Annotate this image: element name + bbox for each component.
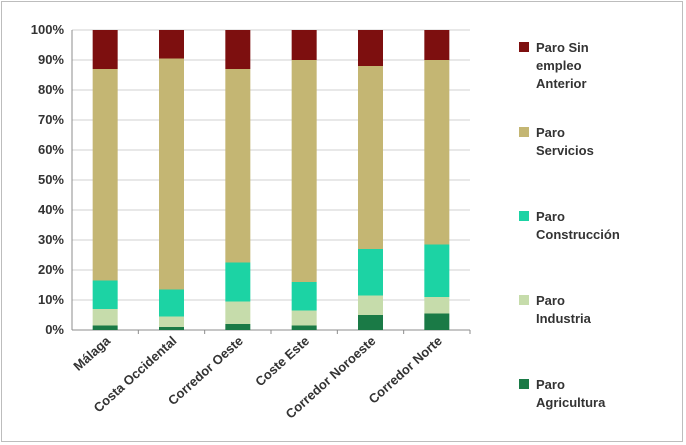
bar-segment: [225, 324, 251, 330]
legend-swatch: [519, 211, 529, 221]
legend-label: Servicios: [536, 143, 594, 158]
bar-segment: [225, 262, 251, 302]
legend-swatch: [519, 127, 529, 137]
bar-segment: [424, 60, 450, 245]
bar-segment: [291, 282, 317, 311]
bar-segment: [358, 30, 383, 66]
y-tick-label: 50%: [38, 172, 64, 187]
legend-swatch: [519, 42, 529, 52]
y-tick-label: 90%: [38, 52, 64, 67]
y-tick-label: 80%: [38, 82, 64, 97]
legend-label: Paro: [536, 125, 565, 140]
bar-segment: [358, 249, 383, 296]
bar-segment: [291, 30, 317, 60]
legend-label: empleo: [536, 58, 582, 73]
bar-segment: [159, 316, 184, 327]
y-tick-label: 10%: [38, 292, 64, 307]
bar-segment: [424, 30, 450, 60]
bar-segment: [424, 313, 450, 330]
y-tick-label: 20%: [38, 262, 64, 277]
bar-segment: [159, 30, 184, 59]
bar-segment: [92, 309, 118, 326]
y-tick-label: 30%: [38, 232, 64, 247]
bar-segment: [424, 297, 450, 314]
legend-swatch: [519, 295, 529, 305]
bar-segment: [225, 30, 251, 69]
legend-label: Agricultura: [536, 395, 606, 410]
bar-segment: [159, 58, 184, 290]
bar-segment: [225, 69, 251, 263]
y-tick-label: 0%: [45, 322, 64, 337]
bar-segment: [358, 295, 383, 315]
y-tick-label: 100%: [31, 22, 65, 37]
bar-segment: [92, 69, 118, 281]
legend-label: Paro: [536, 209, 565, 224]
y-tick-label: 40%: [38, 202, 64, 217]
bar-segment: [159, 289, 184, 317]
y-tick-label: 60%: [38, 142, 64, 157]
legend-label: Paro Sin: [536, 40, 589, 55]
bar-segment: [291, 310, 317, 326]
y-tick-label: 70%: [38, 112, 64, 127]
legend-label: Construcción: [536, 227, 620, 242]
bar-segment: [225, 301, 251, 324]
bar-segment: [291, 325, 317, 330]
legend-label: Industria: [536, 311, 592, 326]
bar-segment: [92, 30, 118, 69]
bar-segment: [92, 280, 118, 309]
bar-segment: [92, 325, 118, 330]
x-category-label: Málaga: [70, 333, 113, 374]
bar-segment: [291, 60, 317, 282]
legend-label: Anterior: [536, 76, 587, 91]
bar-segment: [159, 327, 184, 330]
legend-label: Paro: [536, 377, 565, 392]
bar-segment: [358, 66, 383, 249]
legend-label: Paro: [536, 293, 565, 308]
legend-swatch: [519, 379, 529, 389]
bar-segment: [358, 315, 383, 330]
bar-segment: [424, 244, 450, 297]
x-category-label: Coste Este: [252, 333, 312, 389]
